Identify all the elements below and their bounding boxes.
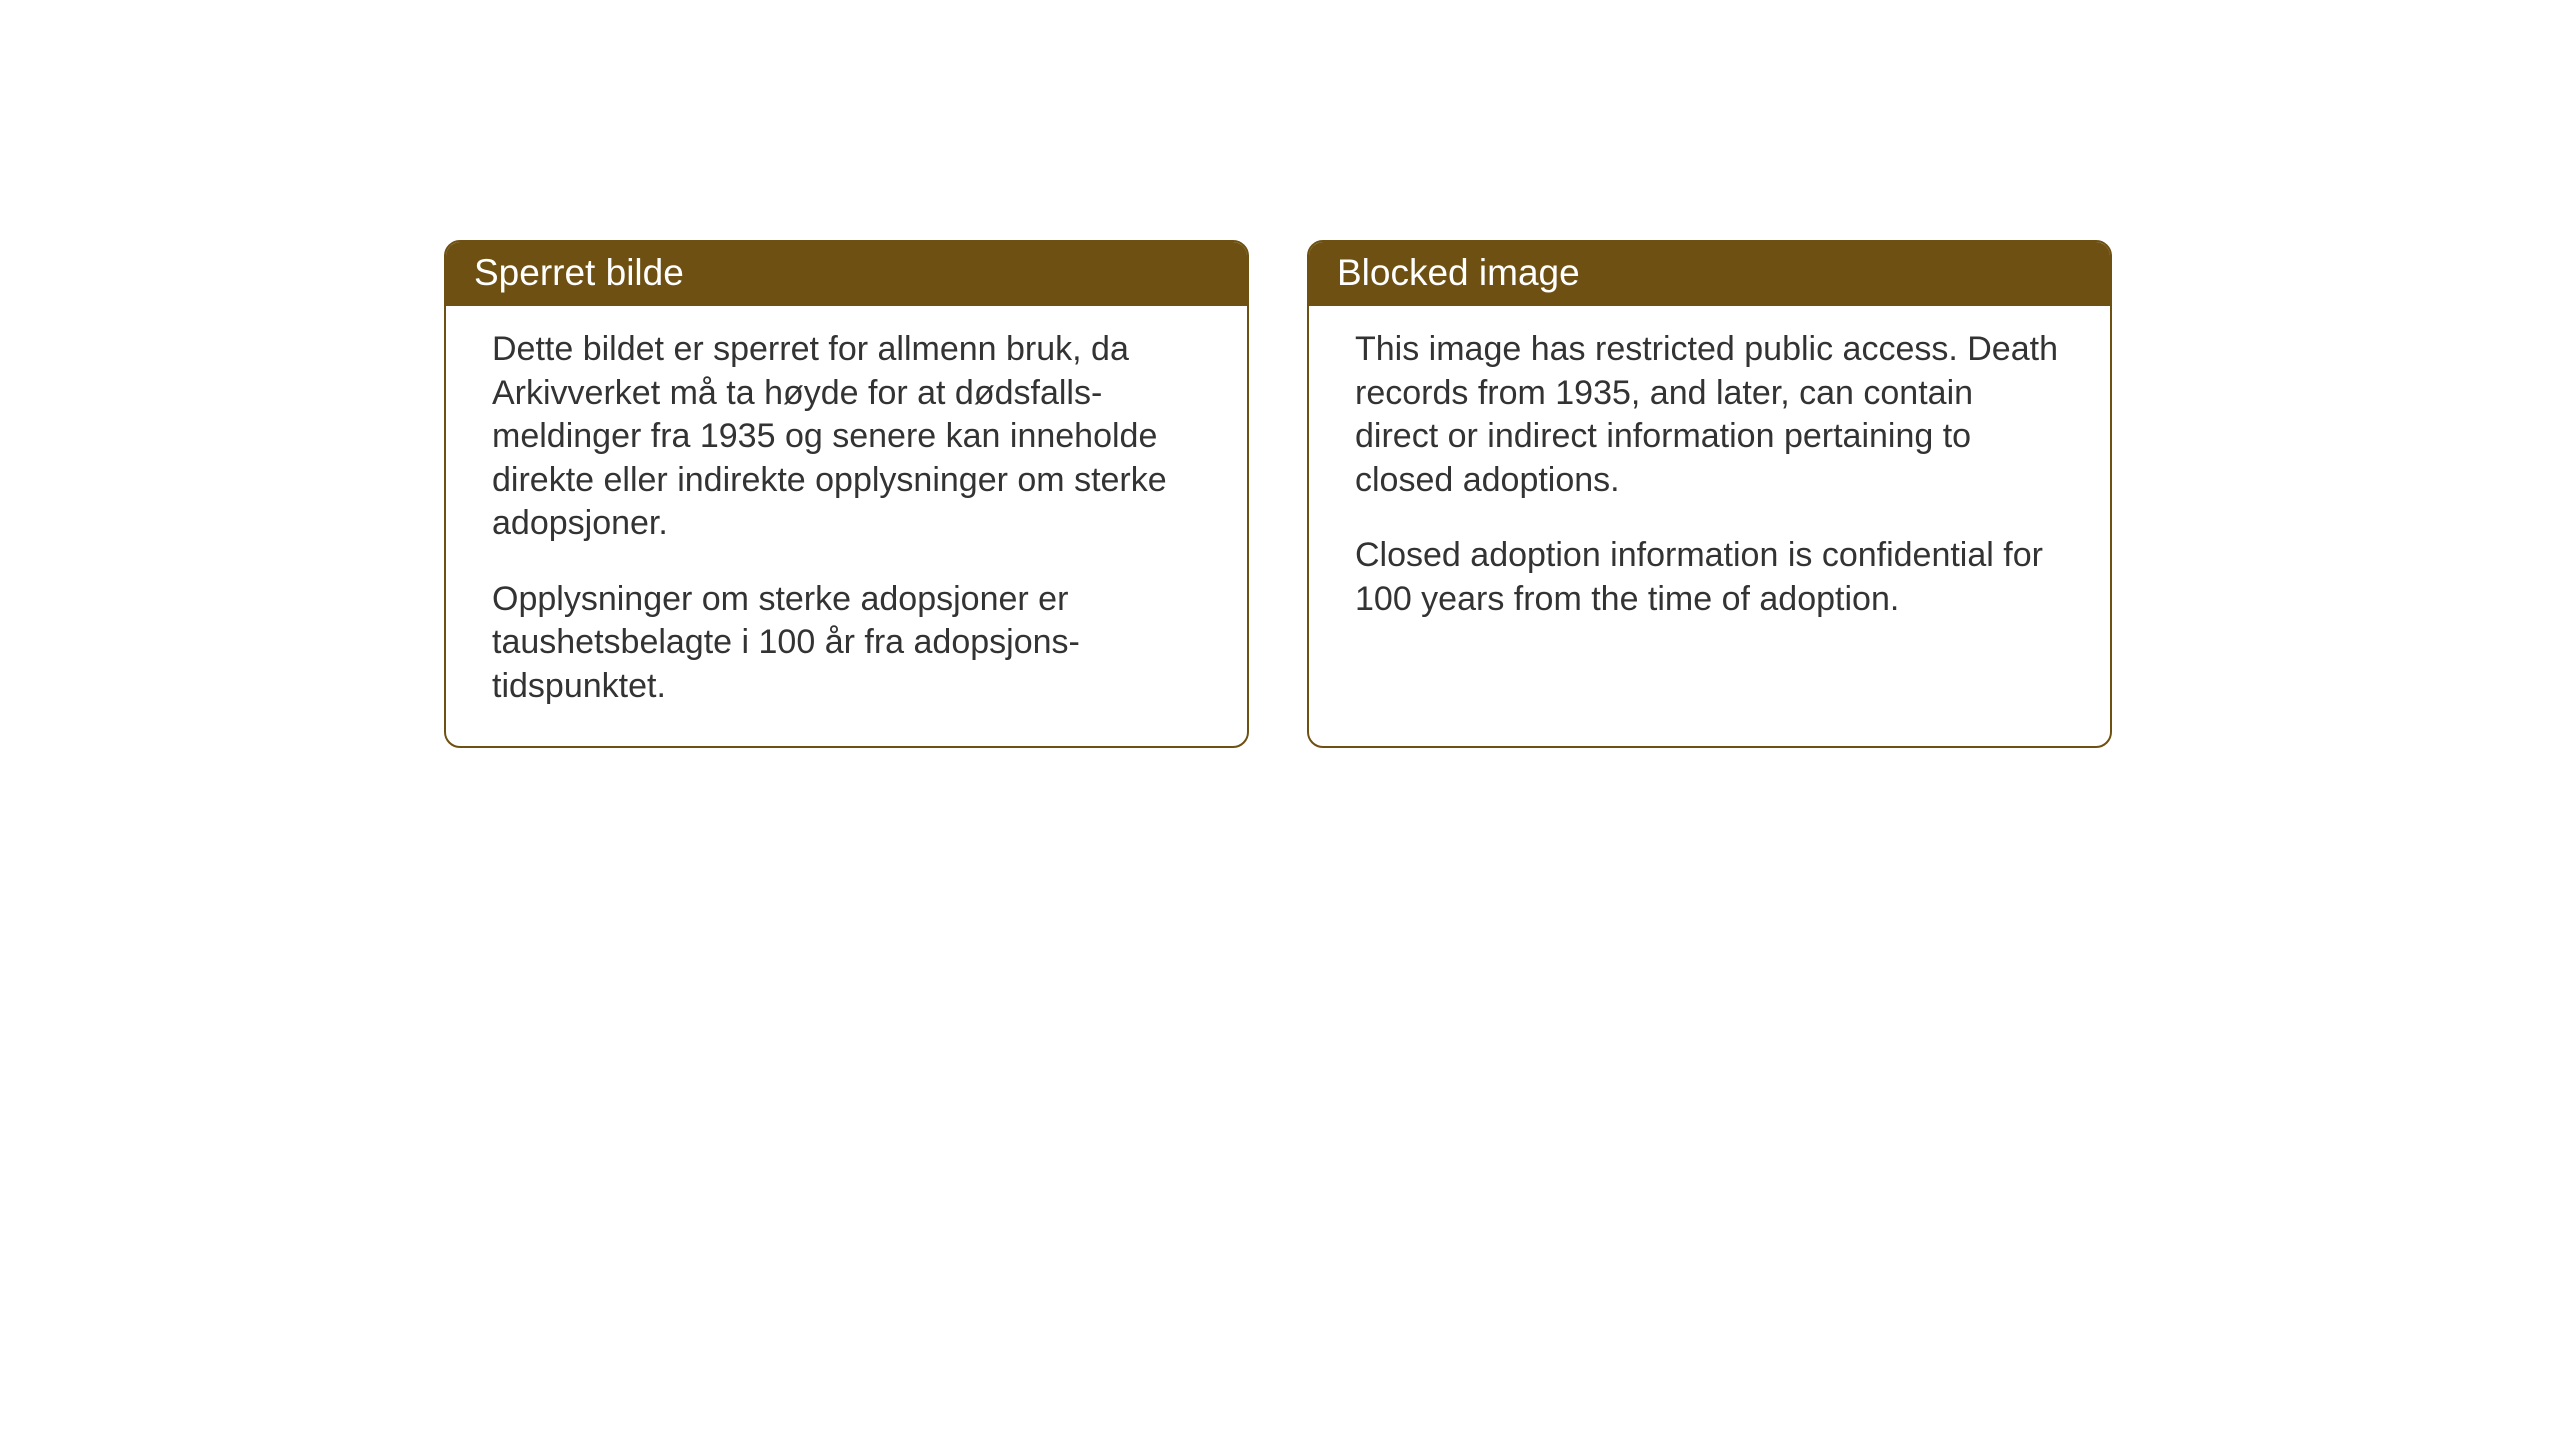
notice-container: Sperret bilde Dette bildet er sperret fo… <box>444 240 2112 748</box>
notice-box-english: Blocked image This image has restricted … <box>1307 240 2112 748</box>
notice-body-english: This image has restricted public access.… <box>1309 306 2110 746</box>
notice-paragraph-2-english: Closed adoption information is confident… <box>1355 534 2064 621</box>
notice-title-norwegian: Sperret bilde <box>474 252 684 293</box>
notice-header-norwegian: Sperret bilde <box>446 242 1247 306</box>
notice-box-norwegian: Sperret bilde Dette bildet er sperret fo… <box>444 240 1249 748</box>
notice-paragraph-1-english: This image has restricted public access.… <box>1355 328 2064 502</box>
notice-title-english: Blocked image <box>1337 252 1580 293</box>
notice-paragraph-2-norwegian: Opplysninger om sterke adopsjoner er tau… <box>492 578 1201 709</box>
notice-paragraph-1-norwegian: Dette bildet er sperret for allmenn bruk… <box>492 328 1201 546</box>
notice-header-english: Blocked image <box>1309 242 2110 306</box>
notice-body-norwegian: Dette bildet er sperret for allmenn bruk… <box>446 306 1247 746</box>
